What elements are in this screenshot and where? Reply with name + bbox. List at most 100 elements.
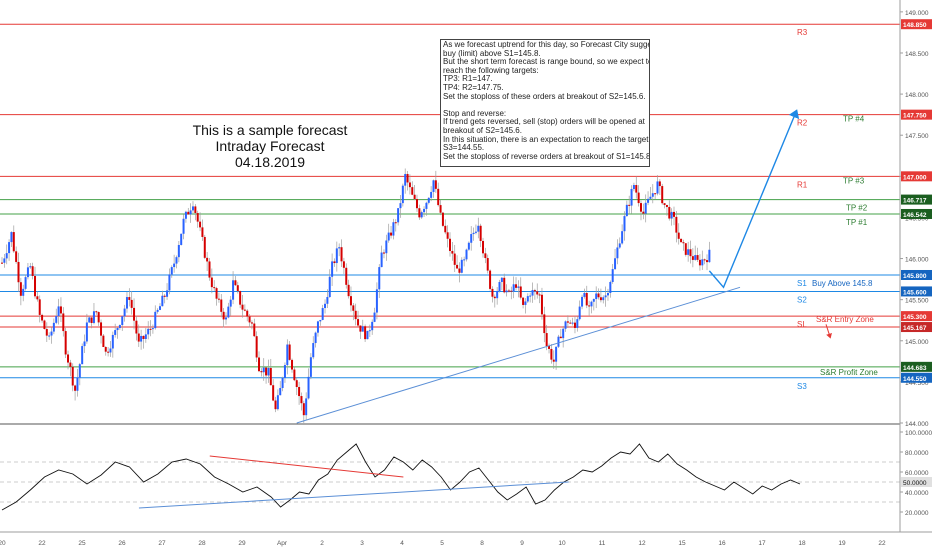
candle-down	[201, 227, 204, 237]
level-tag-value: 148.850	[903, 22, 927, 29]
candle-down	[349, 296, 352, 306]
candle-up	[85, 322, 88, 342]
candle-down	[675, 216, 678, 233]
candle-up	[29, 266, 32, 268]
candle-down	[265, 367, 268, 376]
candle-up	[397, 208, 400, 223]
candle-up	[229, 299, 232, 307]
candle-down	[272, 385, 275, 401]
osc-tick-label: 80.0000	[905, 450, 929, 457]
candle-up	[262, 367, 265, 373]
note-line: TP4: R2=147.75.	[443, 82, 504, 92]
level-label: S1	[797, 279, 807, 288]
candle-up	[630, 189, 633, 206]
forecast-note-box: As we forecast uptrend for this day, so …	[440, 39, 650, 167]
candle-up	[632, 185, 635, 190]
candle-up	[177, 244, 180, 258]
candle-up	[161, 295, 164, 307]
candle-up	[578, 306, 581, 320]
candle-up	[399, 203, 402, 209]
candle-down	[300, 396, 303, 404]
time-tick-label: 16	[718, 540, 726, 547]
candle-up	[606, 292, 609, 296]
candle-up	[189, 210, 192, 215]
time-tick-label: 15	[678, 540, 686, 547]
time-tick-label: 9	[520, 540, 524, 547]
candle-up	[647, 198, 650, 203]
candle-down	[456, 264, 459, 269]
candle-down	[588, 305, 591, 307]
candle-up	[651, 193, 654, 197]
level-tag-bg	[901, 19, 932, 30]
profit-zone-label: S&R Profit Zone	[820, 368, 878, 377]
candle-up	[24, 277, 27, 289]
candle-up	[555, 346, 558, 362]
candle-down	[550, 348, 553, 360]
candle-up	[118, 325, 121, 329]
candle-up	[158, 306, 161, 310]
candle-up	[319, 319, 322, 322]
candle-up	[225, 317, 227, 320]
price-tick-label: 146.000	[905, 257, 929, 264]
candle-down	[493, 296, 496, 299]
candle-down	[451, 250, 454, 254]
candle-up	[156, 309, 159, 312]
candle-up	[57, 306, 60, 317]
candle-up	[595, 293, 598, 300]
candle-up	[125, 297, 128, 309]
level-tag-value: 145.800	[903, 273, 927, 280]
candle-down	[291, 359, 294, 370]
candle-up	[670, 211, 673, 219]
candle-up	[10, 232, 13, 243]
level-tag-value: 144.550	[903, 376, 927, 383]
candle-up	[378, 267, 381, 290]
candle-down	[503, 277, 506, 293]
candle-down	[107, 351, 110, 353]
osc-tick-label: 40.0000	[905, 490, 929, 497]
candle-up	[460, 259, 463, 273]
candle-down	[706, 260, 709, 263]
time-tick-label: 17	[758, 540, 766, 547]
level-tag-value: 145.167	[903, 325, 927, 332]
candle-down	[69, 362, 72, 367]
candle-up	[309, 357, 312, 377]
candle-down	[661, 186, 664, 204]
candle-down	[437, 188, 440, 206]
candle-down	[599, 297, 602, 301]
candle-up	[267, 367, 270, 376]
candle-down	[102, 335, 105, 348]
candle-down	[482, 240, 485, 254]
candle-down	[74, 385, 77, 391]
candle-up	[109, 348, 112, 353]
candle-down	[199, 221, 202, 228]
candle-up	[427, 197, 430, 203]
candle-up	[170, 267, 173, 275]
candle-up	[144, 334, 147, 339]
candle-up	[576, 319, 579, 328]
candle-up	[26, 267, 29, 278]
level-tag-bg	[901, 322, 932, 333]
candle-up	[557, 336, 560, 347]
candle-down	[347, 284, 350, 297]
candle-down	[489, 270, 492, 289]
note-line: As we forecast uptrend for this day, so …	[443, 40, 650, 49]
candle-up	[283, 365, 286, 378]
level-label: TP #2	[846, 204, 868, 213]
price-tick-label: 144.500	[905, 380, 929, 387]
candle-up	[166, 290, 169, 297]
level-label: TP #1	[846, 218, 868, 227]
candle-up	[477, 225, 480, 232]
candle-down	[507, 290, 510, 292]
candle-down	[698, 259, 701, 266]
candle-up	[281, 377, 284, 389]
candle-up	[338, 247, 341, 249]
oscillator-panel	[0, 443, 900, 511]
candle-up	[375, 289, 378, 313]
price-tick-label: 148.000	[905, 92, 929, 99]
candle-up	[531, 290, 534, 296]
candle-up	[618, 243, 621, 248]
tp4-label: TP #4	[843, 115, 865, 124]
candle-down	[269, 367, 272, 386]
time-tick-label: 26	[118, 540, 126, 547]
time-tick-label: 12	[638, 540, 646, 547]
